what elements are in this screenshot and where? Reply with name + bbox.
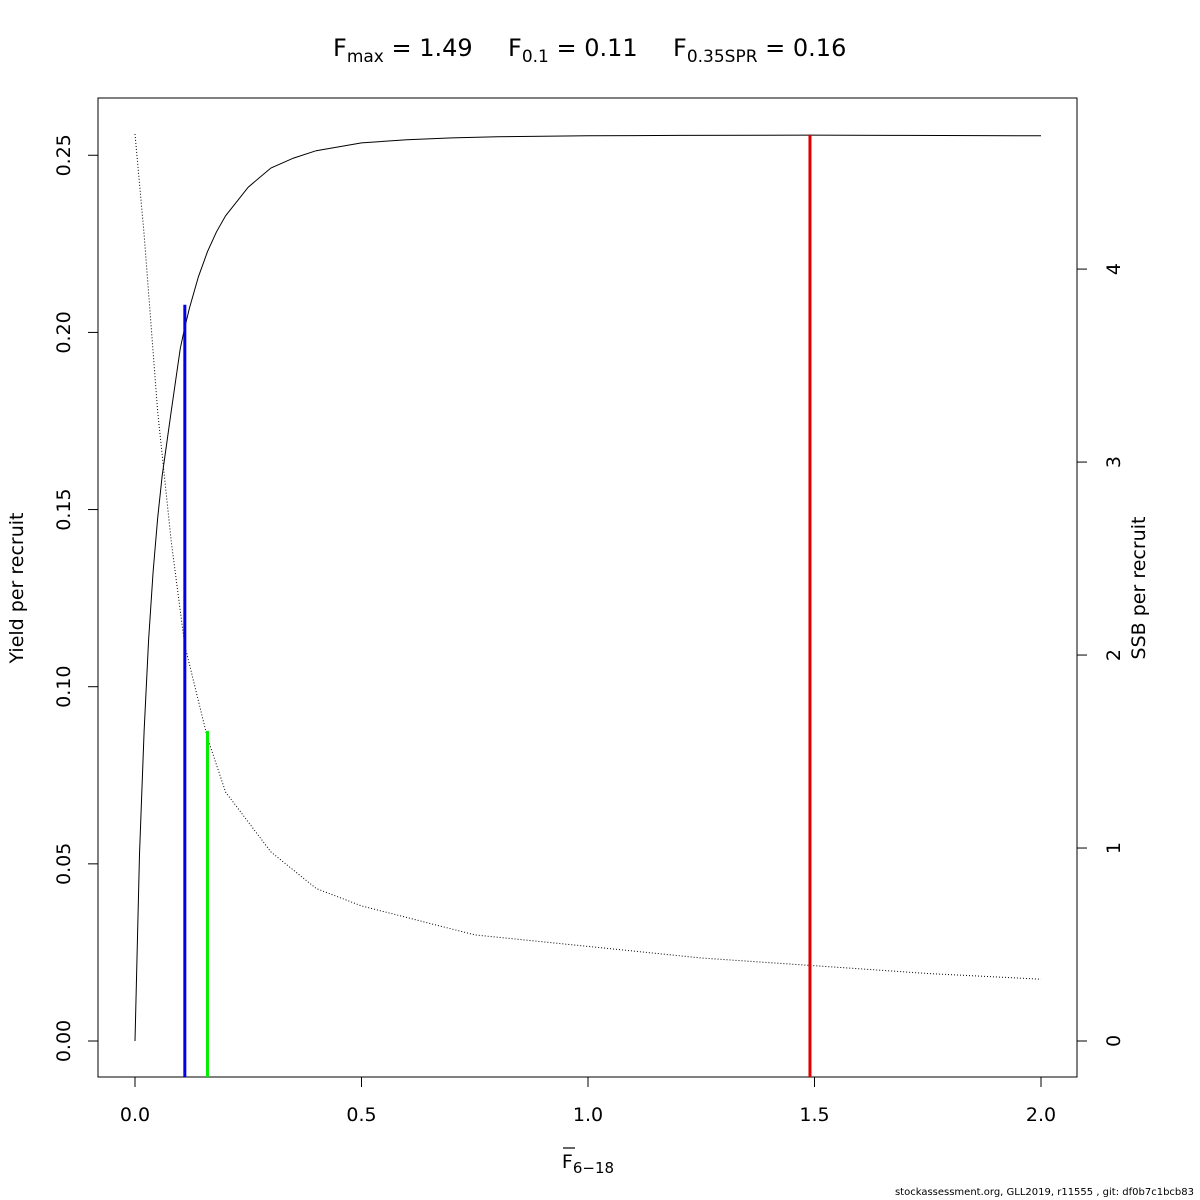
reference-lines bbox=[183, 135, 812, 1077]
title-f01-sub: 0.1 bbox=[522, 47, 549, 67]
x-axis-label-sub: 6−18 bbox=[573, 1159, 614, 1177]
title-fspr-label: F bbox=[673, 34, 687, 62]
title-fspr-sub: 0.35SPR bbox=[687, 47, 758, 67]
y-left-tick-label: 0.10 bbox=[53, 666, 75, 708]
title-f01-value: 0.11 bbox=[584, 34, 637, 62]
y-axis-left: 0.00 0.05 0.10 0.15 0.20 0.25 bbox=[53, 134, 99, 1062]
y-right-tick-label: 4 bbox=[1103, 263, 1125, 275]
x-tick-label: 2.0 bbox=[1026, 1104, 1056, 1126]
y-axis-right: 0 1 2 3 4 bbox=[1076, 263, 1125, 1047]
title-fspr-value: 0.16 bbox=[793, 34, 846, 62]
y-axis-right-label: SSB per recruit bbox=[1128, 517, 1150, 660]
ssb-per-recruit-line bbox=[134, 133, 1042, 980]
y-left-tick-label: 0.00 bbox=[53, 1020, 75, 1062]
x-axis: 0.0 0.5 1.0 1.5 2.0 bbox=[120, 1076, 1056, 1126]
y-axis-left-label: Yield per recruit bbox=[6, 513, 28, 665]
plot-frame bbox=[97, 97, 1078, 1078]
y-left-tick-label: 0.20 bbox=[53, 311, 75, 353]
x-tick-label: 0.0 bbox=[120, 1104, 150, 1126]
x-tick-label: 1.0 bbox=[573, 1104, 603, 1126]
y-right-tick-label: 3 bbox=[1103, 456, 1125, 468]
y-left-tick-label: 0.25 bbox=[53, 134, 75, 176]
y-left-tick-label: 0.15 bbox=[53, 488, 75, 530]
series-layer bbox=[134, 133, 1042, 1042]
y-left-tick-label: 0.05 bbox=[53, 843, 75, 885]
footer-credit: stockassessment.org, GLL2019, r11555 , g… bbox=[894, 1187, 1194, 1198]
y-right-tick-label: 0 bbox=[1103, 1035, 1125, 1047]
x-axis-label: F6−18 bbox=[562, 1151, 614, 1177]
y-right-tick-label: 2 bbox=[1103, 649, 1125, 661]
x-tick-label: 0.5 bbox=[346, 1104, 376, 1126]
yield-per-recruit-line bbox=[134, 134, 1042, 1042]
x-axis-label-base: F bbox=[562, 1151, 573, 1173]
x-tick-label: 1.5 bbox=[799, 1104, 829, 1126]
title-fmax-sub: max bbox=[347, 47, 384, 67]
y-right-tick-label: 1 bbox=[1103, 842, 1125, 854]
title-f01-label: F bbox=[508, 34, 522, 62]
title-fmax-label: F bbox=[333, 34, 347, 62]
chart-title: Fmax = 1.49 F0.1 = 0.11 F0.35SPR = 0.16 bbox=[333, 34, 846, 67]
title-fmax-value: 1.49 bbox=[419, 34, 472, 62]
